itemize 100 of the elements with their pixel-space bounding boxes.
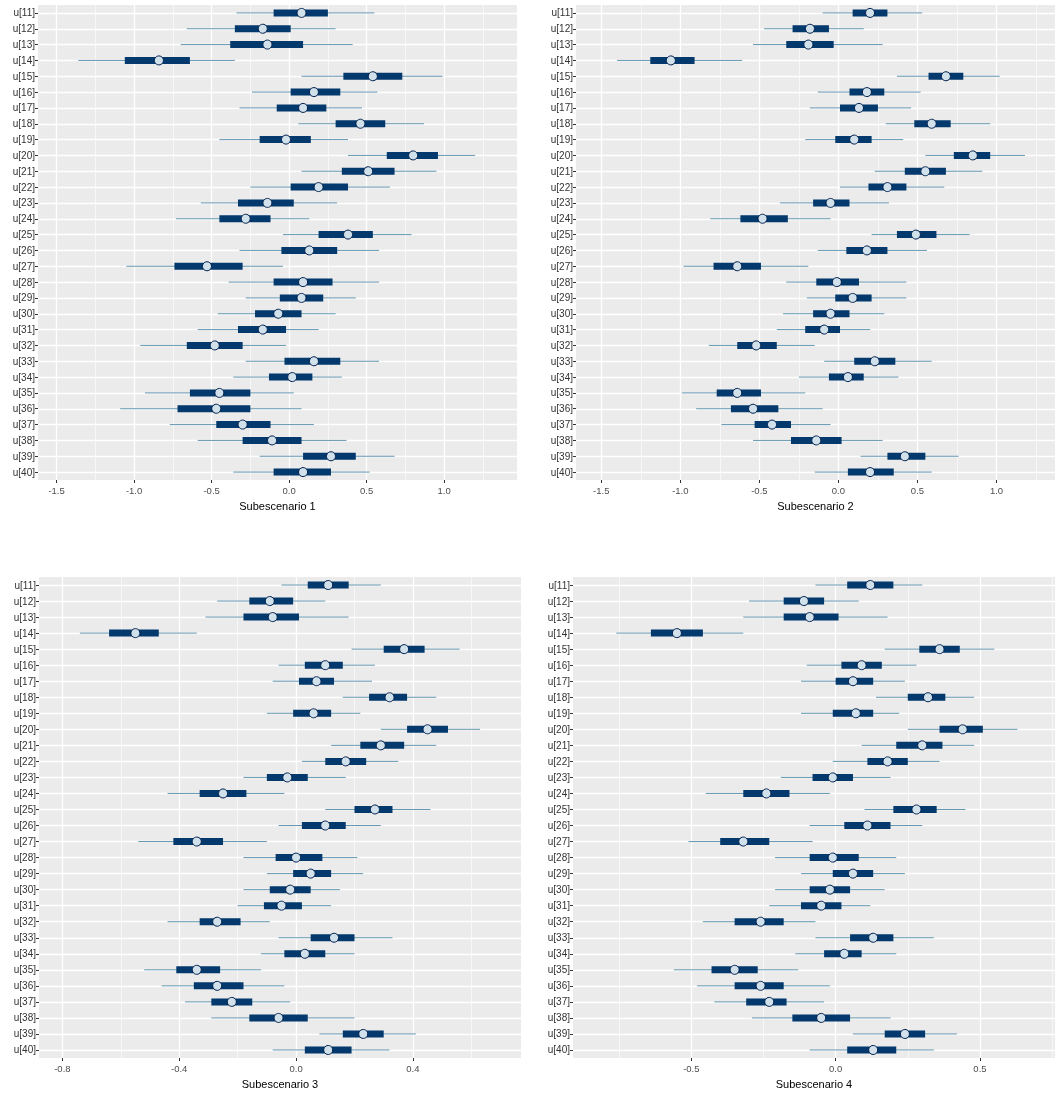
y-tick-label: u[11] <box>551 7 574 19</box>
y-tick-label: u[16] <box>547 659 571 671</box>
x-tick-label: -1.5 <box>593 484 610 496</box>
y-tick-label: u[15] <box>547 643 571 655</box>
y-tick-label: u[38] <box>550 434 574 446</box>
y-tick-label: u[21] <box>13 739 37 751</box>
y-tick-label: u[29] <box>550 292 574 304</box>
y-tick-label: u[13] <box>13 611 37 623</box>
y-tick-label: u[38] <box>13 1012 37 1024</box>
y-tick-label: u[11] <box>14 579 37 591</box>
y-tick-label: u[12] <box>12 23 36 35</box>
y-tick-label: u[31] <box>550 324 574 336</box>
y-tick-label: u[23] <box>550 197 574 209</box>
y-tick-label: u[32] <box>550 339 574 351</box>
y-tick-label: u[33] <box>13 932 37 944</box>
y-tick-label: u[26] <box>547 820 571 832</box>
y-tick-label: u[23] <box>547 771 571 783</box>
y-tick-label: u[19] <box>13 707 37 719</box>
y-tick-label: u[20] <box>13 723 37 735</box>
y-tick-label: u[21] <box>547 739 571 751</box>
y-tick-label: u[36] <box>550 403 574 415</box>
y-tick-label: u[12] <box>550 23 574 35</box>
y-tick-label: u[39] <box>13 1028 37 1040</box>
y-tick-label: u[13] <box>547 611 571 623</box>
x-tick-label: 1.0 <box>989 484 1004 496</box>
y-tick-label: u[22] <box>550 181 574 193</box>
y-tick-label: u[25] <box>550 229 574 241</box>
y-tick-label: u[26] <box>550 244 574 256</box>
y-tick-label: u[24] <box>550 213 574 225</box>
y-tick-label: u[27] <box>13 836 37 848</box>
y-tick-label: u[23] <box>12 197 36 209</box>
y-tick-label: u[40] <box>13 1044 37 1056</box>
y-tick-label: u[29] <box>12 292 36 304</box>
y-tick-label: u[15] <box>550 70 574 82</box>
x-tick-label: -0.5 <box>203 484 220 496</box>
y-tick-label: u[21] <box>550 165 574 177</box>
y-tick-label: u[17] <box>12 102 36 114</box>
y-tick-label: u[36] <box>547 980 571 992</box>
y-tick-label: u[14] <box>550 54 574 66</box>
y-tick-label: u[12] <box>13 595 37 607</box>
y-tick-label: u[38] <box>12 434 36 446</box>
y-tick-label: u[27] <box>12 260 36 272</box>
y-tick-label: u[24] <box>13 787 37 799</box>
y-tick-label: u[28] <box>550 276 574 288</box>
x-tick-label: 1.0 <box>437 484 451 496</box>
x-tick-label: 0.4 <box>406 1062 420 1074</box>
x-tick-label: -0.5 <box>751 484 768 496</box>
y-tick-label: u[20] <box>550 149 574 161</box>
y-tick-label: u[35] <box>547 964 571 976</box>
y-tick-label: u[33] <box>547 932 571 944</box>
y-tick-label: u[40] <box>12 466 36 478</box>
y-tick-label: u[38] <box>547 1012 571 1024</box>
y-tick-label: u[35] <box>12 387 36 399</box>
x-tick-label: 0.5 <box>360 484 374 496</box>
y-tick-label: u[40] <box>550 466 574 478</box>
y-tick-label: u[17] <box>547 675 571 687</box>
y-tick-label: u[29] <box>547 868 571 880</box>
y-tick-label: u[36] <box>13 980 37 992</box>
y-tick-label: u[15] <box>12 70 36 82</box>
y-tick-label: u[15] <box>13 643 37 655</box>
y-tick-label: u[35] <box>550 387 574 399</box>
y-tick-label: u[27] <box>547 836 571 848</box>
y-tick-label: u[27] <box>550 260 574 272</box>
y-tick-label: u[20] <box>547 723 571 735</box>
y-tick-label: u[11] <box>13 7 36 19</box>
y-tick-label: u[19] <box>550 134 574 146</box>
x-tick-label: -1.0 <box>672 484 689 496</box>
y-tick-label: u[21] <box>12 165 36 177</box>
x-tick-label: 0.0 <box>289 1062 303 1074</box>
x-axis-title: Subescenario 4 <box>775 1077 853 1090</box>
y-tick-label: u[39] <box>547 1028 571 1040</box>
x-tick-label: 0.0 <box>831 484 846 496</box>
y-tick-label: u[31] <box>13 900 37 912</box>
x-tick-label: 0.0 <box>282 484 296 496</box>
x-tick-label: -1.0 <box>125 484 143 496</box>
y-tick-label: u[37] <box>12 419 36 431</box>
y-tick-label: u[24] <box>12 213 36 225</box>
y-tick-label: u[31] <box>547 900 571 912</box>
y-tick-label: u[24] <box>547 787 571 799</box>
y-tick-label: u[17] <box>13 675 37 687</box>
y-tick-label: u[33] <box>12 355 36 367</box>
y-tick-label: u[34] <box>13 948 37 960</box>
y-tick-label: u[28] <box>12 276 36 288</box>
y-tick-label: u[25] <box>12 229 36 241</box>
x-tick-label: 0.0 <box>829 1062 843 1074</box>
y-tick-label: u[22] <box>13 755 37 767</box>
y-tick-label: u[14] <box>13 627 37 639</box>
y-tick-label: u[25] <box>547 803 571 815</box>
y-tick-label: u[25] <box>13 803 37 815</box>
y-tick-label: u[28] <box>13 852 37 864</box>
y-tick-label: u[33] <box>550 355 574 367</box>
y-tick-label: u[14] <box>12 54 36 66</box>
y-tick-label: u[17] <box>550 102 574 114</box>
x-tick-label: -0.4 <box>171 1062 188 1074</box>
x-tick-label: -0.8 <box>54 1062 71 1074</box>
x-tick-label: -1.5 <box>48 484 65 496</box>
y-tick-label: u[32] <box>13 916 37 928</box>
x-axis-title: Subescenario 3 <box>241 1077 319 1090</box>
x-tick-label: 0.5 <box>910 484 925 496</box>
y-tick-label: u[34] <box>12 371 36 383</box>
